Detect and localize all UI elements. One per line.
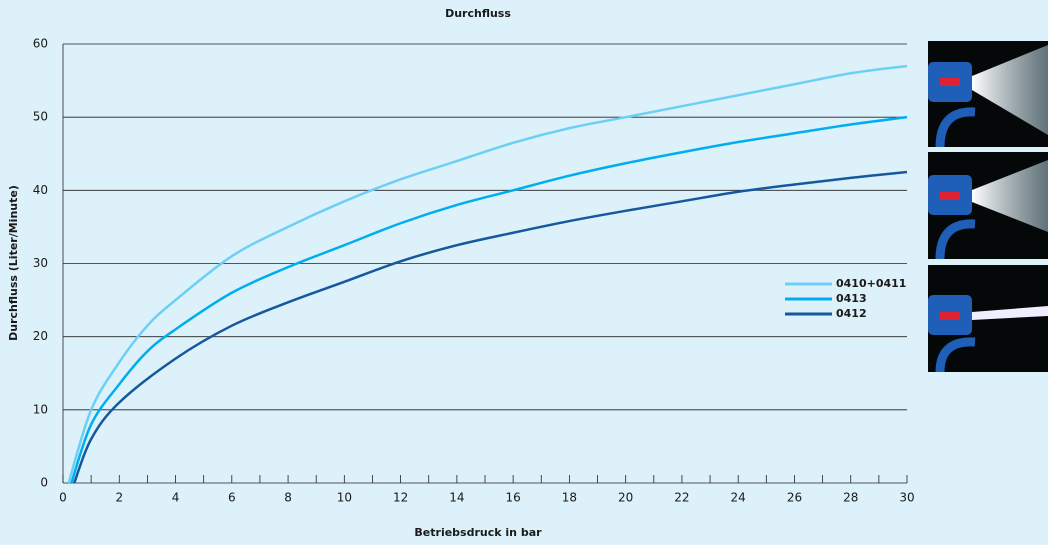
x-tick-label: 4 — [172, 491, 180, 505]
x-tick-label: 22 — [674, 491, 689, 505]
line — [70, 115, 908, 484]
legend-label: 0413 — [836, 292, 867, 305]
y-tick-label: 0 — [40, 476, 48, 490]
legend-label: 0410+0411 — [836, 277, 906, 290]
x-tick-label: 8 — [284, 491, 292, 505]
x-tick-label: 30 — [899, 491, 914, 505]
x-tick-label: 28 — [843, 491, 858, 505]
x-axis-label: Betriebsdruck in bar — [414, 526, 542, 539]
x-tick-label: 2 — [115, 491, 123, 505]
y-tick-label: 40 — [33, 183, 48, 197]
x-tick-label: 24 — [731, 491, 746, 505]
x-tick-label: 10 — [337, 491, 352, 505]
chart-title: Durchfluss — [445, 7, 511, 20]
x-tick-label: 18 — [562, 491, 577, 505]
x-tick-label: 14 — [449, 491, 464, 505]
y-tick-label: 60 — [33, 37, 48, 51]
nozzle-photos — [928, 41, 1048, 373]
y-tick-label: 10 — [33, 402, 48, 416]
x-tick-label: 16 — [505, 491, 520, 505]
y-tick-label: 20 — [33, 329, 48, 343]
line — [73, 170, 908, 484]
y-tick-label: 50 — [33, 110, 48, 124]
x-tick-label: 26 — [787, 491, 802, 505]
y-tick-label: 30 — [33, 256, 48, 270]
legend-label: 0412 — [836, 307, 867, 320]
x-tick-label: 12 — [393, 491, 408, 505]
y-axis-label: Durchfluss (Liter/Minute) — [7, 185, 20, 341]
x-tick-label: 20 — [618, 491, 633, 505]
line — [67, 64, 908, 484]
x-tick-label: 0 — [59, 491, 67, 505]
x-tick-label: 6 — [228, 491, 236, 505]
